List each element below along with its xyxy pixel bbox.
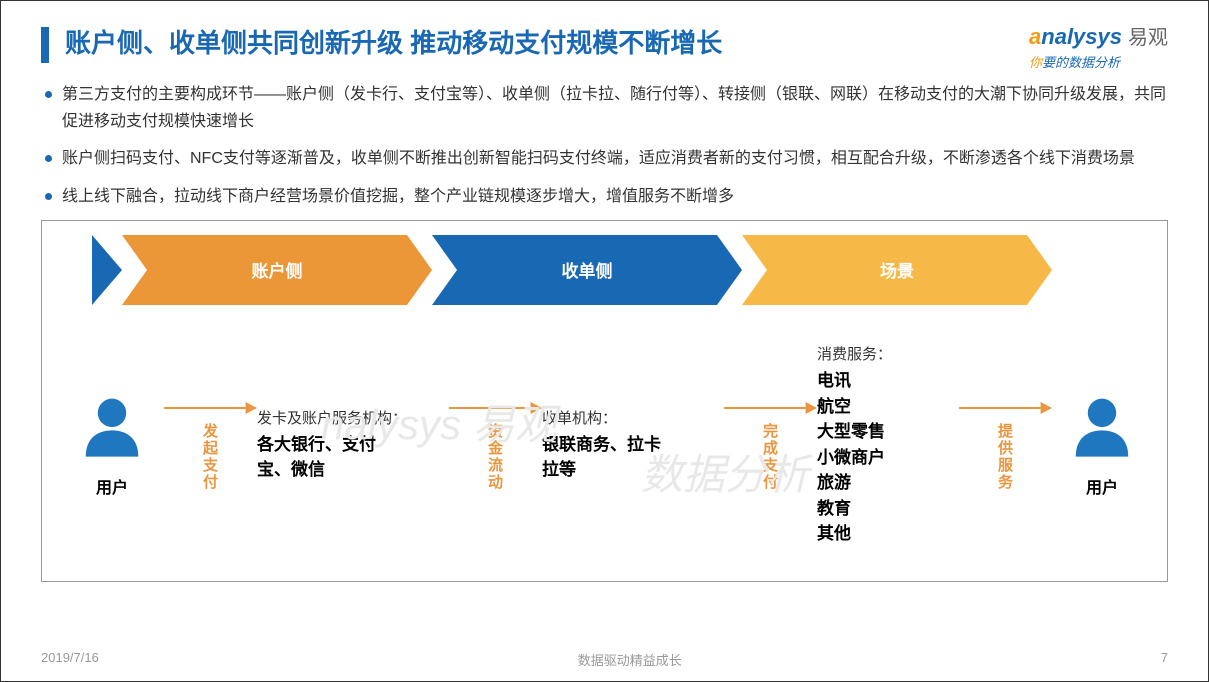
bullet-dot-icon xyxy=(45,91,52,98)
bullet-item: 账户侧扫码支付、NFC支付等逐渐普及，收单侧不断推出创新智能扫码支付终端，适应消… xyxy=(45,145,1168,172)
flow-arrow: 资金流动 xyxy=(447,399,542,491)
bullet-dot-icon xyxy=(45,193,52,200)
slide: 账户侧、收单侧共同创新升级 推动移动支付规模不断增长 analysys易观 你要… xyxy=(0,0,1209,682)
arrow-icon xyxy=(447,399,542,417)
brand-logo: analysys易观 你要的数据分析 xyxy=(1029,21,1168,71)
service-acquirer-lines: 银联商务、拉卡拉等 xyxy=(542,432,722,483)
chevron-lead-arrow-icon xyxy=(92,235,122,305)
bullet-dot-icon xyxy=(45,155,52,162)
diagram-container: 账户侧 收单侧 场景 用户 发起支付 发卡及账户服务机构： 各大 xyxy=(41,220,1168,582)
footer-page: 7 xyxy=(1161,650,1168,669)
flow-arrow: 发起支付 xyxy=(162,399,257,491)
user-icon xyxy=(77,391,147,461)
footer-center: 数据驱动精益成长 xyxy=(578,650,682,669)
footer: 2019/7/16 数据驱动精益成长 7 xyxy=(1,650,1208,669)
service-issuer: 发卡及账户服务机构： 各大银行、支付宝、微信 xyxy=(257,407,447,483)
user-icon xyxy=(1067,391,1137,461)
user-left: 用户 xyxy=(62,391,162,498)
arrow-icon xyxy=(162,399,257,417)
service-acquirer: 收单机构： 银联商务、拉卡拉等 xyxy=(542,407,722,483)
chevron-acquirer: 收单侧 xyxy=(432,235,742,305)
service-consumer: 消费服务： 电讯航空大型零售小微商户旅游教育其他 xyxy=(817,343,957,547)
chevron-row: 账户侧 收单侧 场景 xyxy=(92,235,1147,305)
brand-logo-tagline: 你要的数据分析 xyxy=(1029,52,1168,71)
flow-arrow: 提供服务 xyxy=(957,399,1052,491)
arrow-icon xyxy=(957,399,1052,417)
brand-logo-main: analysys易观 xyxy=(1029,21,1168,50)
flow-row: 用户 发起支付 发卡及账户服务机构： 各大银行、支付宝、微信 资金流动 收单机构… xyxy=(62,335,1147,555)
flow-arrow: 完成支付 xyxy=(722,399,817,491)
title-accent-bar xyxy=(41,27,49,63)
bullet-item: 线上线下融合，拉动线下商户经营场景价值挖掘，整个产业链规模逐步增大，增值服务不断… xyxy=(45,183,1168,210)
service-issuer-lines: 各大银行、支付宝、微信 xyxy=(257,432,447,483)
user-right: 用户 xyxy=(1052,391,1152,498)
arrow-icon xyxy=(722,399,817,417)
chevron-scenario: 场景 xyxy=(742,235,1052,305)
bullet-item: 第三方支付的主要构成环节——账户侧（发卡行、支付宝等）、收单侧（拉卡拉、随行付等… xyxy=(45,81,1168,135)
header: 账户侧、收单侧共同创新升级 推动移动支付规模不断增长 xyxy=(41,25,1168,63)
service-consumer-lines: 电讯航空大型零售小微商户旅游教育其他 xyxy=(817,368,957,547)
bullet-list: 第三方支付的主要构成环节——账户侧（发卡行、支付宝等）、收单侧（拉卡拉、随行付等… xyxy=(45,81,1168,210)
footer-date: 2019/7/16 xyxy=(41,650,99,669)
chevron-account: 账户侧 xyxy=(122,235,432,305)
page-title: 账户侧、收单侧共同创新升级 推动移动支付规模不断增长 xyxy=(65,25,722,61)
